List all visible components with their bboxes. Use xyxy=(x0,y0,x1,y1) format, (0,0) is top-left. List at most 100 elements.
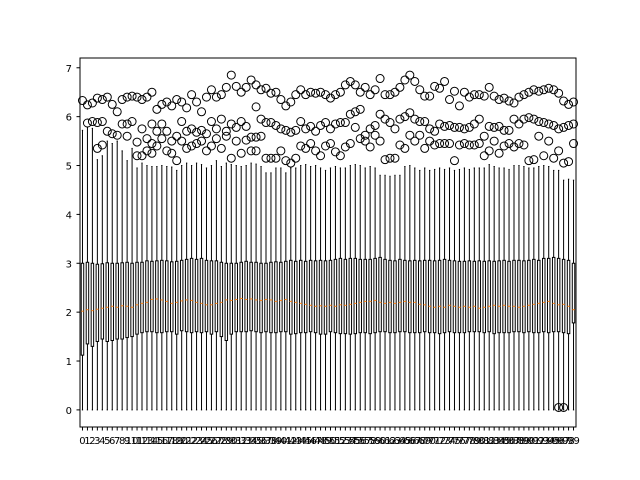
outlier-point xyxy=(509,114,519,124)
outlier-point xyxy=(246,75,256,85)
outlier-point xyxy=(425,124,435,134)
x-tick-label: 85 xyxy=(498,436,511,447)
box-group xyxy=(187,90,197,411)
box-group xyxy=(395,82,405,411)
box-group xyxy=(405,70,415,411)
box xyxy=(556,257,561,333)
x-tick-label: 56 xyxy=(354,436,367,447)
x-tick-label: 74 xyxy=(443,436,456,447)
box xyxy=(328,259,333,333)
box-group xyxy=(440,76,450,411)
outlier-point xyxy=(132,92,142,102)
box-group xyxy=(82,100,92,411)
outlier-point xyxy=(211,134,221,144)
box xyxy=(432,260,437,334)
outlier-point xyxy=(286,158,296,168)
box xyxy=(447,259,452,333)
outlier-point xyxy=(370,85,380,95)
x-tick-label: 44 xyxy=(294,436,307,447)
box xyxy=(522,260,526,334)
box-group xyxy=(251,80,261,411)
x-tick-label: 5 xyxy=(104,436,110,447)
outlier-point xyxy=(459,87,469,97)
outlier-point xyxy=(554,146,564,156)
x-tick-label: 15 xyxy=(151,436,164,447)
x-tick-label: 43 xyxy=(289,436,302,447)
x-tick-label: 36 xyxy=(255,436,268,447)
x-tick-label: 98 xyxy=(562,436,575,447)
x-tick-label: 38 xyxy=(265,436,278,447)
outlier-point xyxy=(256,85,266,95)
outlier-point xyxy=(484,121,494,131)
x-tick-label: 41 xyxy=(279,436,292,447)
outlier-point xyxy=(529,85,539,95)
outlier-point xyxy=(524,113,534,123)
outlier-point xyxy=(489,122,499,132)
outlier-point xyxy=(345,139,355,149)
outlier-point xyxy=(559,402,569,412)
box xyxy=(199,257,204,334)
box xyxy=(110,262,114,341)
box-group xyxy=(266,88,276,411)
box-group xyxy=(177,97,187,411)
outlier-point xyxy=(345,109,355,119)
box xyxy=(492,260,496,335)
box xyxy=(100,263,105,340)
outlier-point xyxy=(474,114,484,124)
box xyxy=(264,262,268,333)
outlier-point xyxy=(177,117,187,127)
outlier-point xyxy=(459,124,469,134)
x-tick-label: 9 xyxy=(124,436,130,447)
box-group xyxy=(276,95,286,411)
outlier-point xyxy=(544,136,554,146)
outlier-point xyxy=(192,97,202,107)
outlier-point xyxy=(147,87,157,97)
x-tick-label: 27 xyxy=(210,436,223,447)
box-group xyxy=(102,92,112,411)
outlier-point xyxy=(162,146,172,156)
outlier-point xyxy=(355,104,365,114)
outlier-point xyxy=(197,107,207,117)
box-group xyxy=(137,95,147,411)
box-group xyxy=(241,82,251,411)
box xyxy=(338,257,343,335)
box xyxy=(551,256,556,333)
x-tick-label: 6 xyxy=(109,436,115,447)
x-tick-label: 99 xyxy=(567,436,580,447)
box xyxy=(284,260,288,333)
outlier-point xyxy=(564,120,574,130)
outlier-point xyxy=(435,119,445,129)
x-tick-label: 58 xyxy=(364,436,377,447)
outlier-point xyxy=(380,114,390,124)
outlier-point xyxy=(182,126,192,136)
x-tick-label: 71 xyxy=(428,436,441,447)
box-group xyxy=(211,92,221,411)
x-tick-label: 67 xyxy=(408,436,421,447)
box xyxy=(150,260,154,333)
outlier-point xyxy=(306,139,316,149)
outlier-point xyxy=(514,92,524,102)
box-group xyxy=(216,90,226,411)
box-group xyxy=(261,83,271,411)
outlier-point xyxy=(236,117,246,127)
outlier-point xyxy=(226,153,236,163)
box-group xyxy=(167,101,177,411)
box xyxy=(467,260,472,333)
box-group xyxy=(524,87,534,411)
outlier-point xyxy=(321,141,331,151)
box xyxy=(358,258,362,334)
outlier-point xyxy=(395,114,405,124)
box-group xyxy=(325,93,335,411)
x-tick-label: 92 xyxy=(532,436,545,447)
outlier-point xyxy=(177,97,187,107)
x-tick-label: 77 xyxy=(458,436,471,447)
outlier-point xyxy=(306,87,316,97)
box xyxy=(249,261,253,332)
box-group xyxy=(77,96,87,411)
outlier-point xyxy=(390,124,400,134)
outlier-point xyxy=(335,87,345,97)
box-group xyxy=(330,90,340,411)
outlier-point xyxy=(529,155,539,165)
outlier-point xyxy=(449,86,459,96)
outlier-point xyxy=(489,91,499,101)
